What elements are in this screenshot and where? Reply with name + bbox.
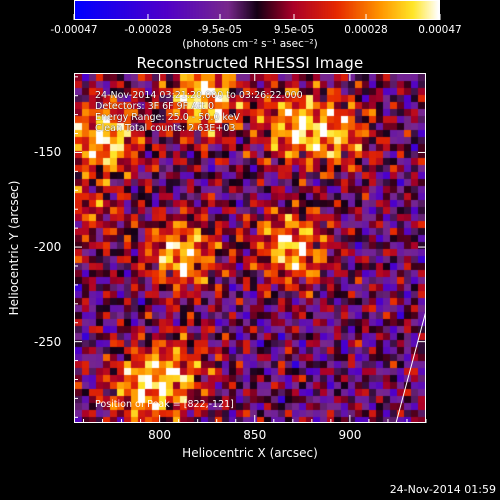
chart-title: Reconstructed RHESSI Image xyxy=(136,54,364,72)
x-tick-label: 800 xyxy=(148,428,172,442)
colorbar-tick-label: 9.5e-05 xyxy=(273,24,315,36)
info-energy-range: Energy Range: 25.0 - 50.0 keV xyxy=(95,112,240,123)
colorbar-units: (photons cm⁻² s⁻¹ asec⁻²) xyxy=(182,38,318,50)
x-tick-label: 900 xyxy=(338,428,362,442)
colorbar-tick-label: -0.00028 xyxy=(124,24,172,36)
x-axis-label: Heliocentric X (arcsec) xyxy=(182,446,318,460)
colorbar-tick-label: 0.00047 xyxy=(418,24,462,36)
x-tick-label: 850 xyxy=(243,428,267,442)
y-axis-label: Heliocentric Y (arcsec) xyxy=(7,180,21,316)
heatmap-plot: 24-Nov-2014 03:21:20.000 to 03:26:22.000… xyxy=(74,73,426,423)
y-tick-label: -200 xyxy=(34,240,62,255)
info-clean-counts: Clean Total counts: 2.63E+03 xyxy=(95,123,236,134)
colorbar-tick-label: -9.5e-05 xyxy=(197,24,243,36)
colorbar-tick-label: 0.00028 xyxy=(344,24,388,36)
info-detectors: Detectors: 3F 6F 9F Att 0 xyxy=(95,101,214,112)
plot-timestamp: 24-Nov-2014 01:59 xyxy=(389,483,496,496)
colorbar-tick-label: -0.00047 xyxy=(50,24,98,36)
info-time-range: 24-Nov-2014 03:21:20.000 to 03:26:22.000 xyxy=(95,90,303,101)
colorbar-gradient xyxy=(75,1,439,19)
peak-position-text: Position of Peak = [822,-121] xyxy=(95,399,234,410)
limb-line xyxy=(395,312,425,422)
colorbar xyxy=(74,0,440,20)
heatmap-image xyxy=(75,74,425,422)
y-tick-label: -150 xyxy=(34,145,62,160)
y-tick-label: -250 xyxy=(34,334,62,349)
